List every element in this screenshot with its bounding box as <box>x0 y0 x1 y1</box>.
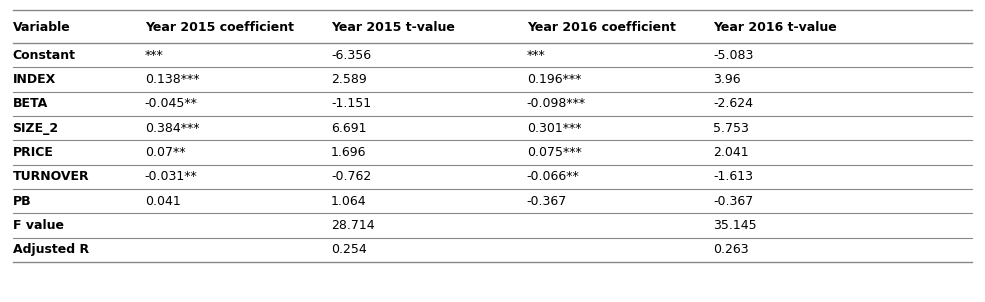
Text: Constant: Constant <box>13 49 76 62</box>
Text: -0.762: -0.762 <box>331 170 371 183</box>
Text: -6.356: -6.356 <box>331 49 371 62</box>
Text: ***: *** <box>145 49 164 62</box>
Text: 0.07**: 0.07** <box>145 146 185 159</box>
Text: Year 2015 t-value: Year 2015 t-value <box>331 21 455 34</box>
Text: -0.066**: -0.066** <box>527 170 579 183</box>
Text: 35.145: 35.145 <box>713 219 756 232</box>
Text: -1.613: -1.613 <box>713 170 753 183</box>
Text: TURNOVER: TURNOVER <box>13 170 90 183</box>
Text: Year 2015 coefficient: Year 2015 coefficient <box>145 21 294 34</box>
Text: 0.263: 0.263 <box>713 243 749 256</box>
Text: Variable: Variable <box>13 21 70 34</box>
Text: PRICE: PRICE <box>13 146 53 159</box>
Text: Year 2016 t-value: Year 2016 t-value <box>713 21 836 34</box>
Text: 1.064: 1.064 <box>331 194 366 207</box>
Text: Year 2016 coefficient: Year 2016 coefficient <box>527 21 676 34</box>
Text: ***: *** <box>527 49 546 62</box>
Text: -0.031**: -0.031** <box>145 170 198 183</box>
Text: 2.041: 2.041 <box>713 146 749 159</box>
Text: 0.041: 0.041 <box>145 194 180 207</box>
Text: -0.367: -0.367 <box>527 194 567 207</box>
Text: 3.96: 3.96 <box>713 73 741 86</box>
Text: 28.714: 28.714 <box>331 219 374 232</box>
Text: 0.254: 0.254 <box>331 243 366 256</box>
Text: 1.696: 1.696 <box>331 146 366 159</box>
Text: Adjusted R: Adjusted R <box>13 243 89 256</box>
Text: 0.138***: 0.138*** <box>145 73 199 86</box>
Text: SIZE_2: SIZE_2 <box>13 122 59 135</box>
Text: -1.151: -1.151 <box>331 97 371 110</box>
Text: 0.384***: 0.384*** <box>145 122 199 135</box>
Text: -0.367: -0.367 <box>713 194 754 207</box>
Text: 5.753: 5.753 <box>713 122 749 135</box>
Text: 2.589: 2.589 <box>331 73 366 86</box>
Text: 0.075***: 0.075*** <box>527 146 581 159</box>
Text: 6.691: 6.691 <box>331 122 366 135</box>
Text: -5.083: -5.083 <box>713 49 754 62</box>
Text: PB: PB <box>13 194 32 207</box>
Text: 0.301***: 0.301*** <box>527 122 581 135</box>
Text: 0.196***: 0.196*** <box>527 73 581 86</box>
Text: -2.624: -2.624 <box>713 97 753 110</box>
Text: -0.045**: -0.045** <box>145 97 198 110</box>
Text: INDEX: INDEX <box>13 73 56 86</box>
Text: BETA: BETA <box>13 97 48 110</box>
Text: F value: F value <box>13 219 64 232</box>
Text: -0.098***: -0.098*** <box>527 97 586 110</box>
